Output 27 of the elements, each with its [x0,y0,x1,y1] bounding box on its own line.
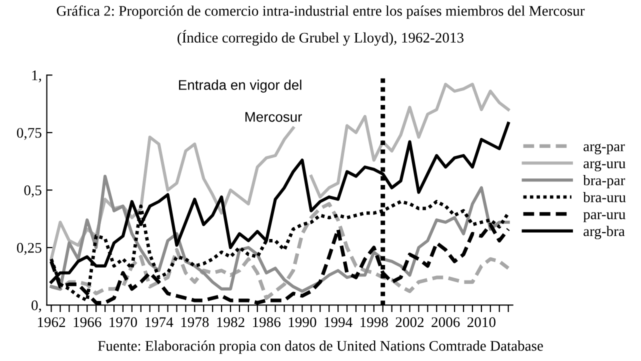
y-tick-label: 1, [32,70,42,82]
text: Entrada en vigor del Mercosur [179,80,302,122]
x-tick-label: 1998 [360,317,388,328]
source-note: Fuente: Elaboración propia con datos de United Nations Comtrade Database [98,340,543,354]
chart-title: Gráfica 2: Proporción de comercio intra-industrial entre los países miembros del Mercosur (Índice corregido de Grubel y Lloyd), 1962-2013 [56,5,585,46]
x-tick-label: 2006 [432,317,460,328]
y-tick-label: 0, [32,300,42,312]
x-tick-label: 1962 [38,317,66,328]
x-tick-label: 1970 [110,317,137,328]
x-tick-label: 1990 [288,317,316,328]
legend-label: par-uru [583,212,626,222]
x-tick-label: 1974 [146,317,174,328]
x-tick-label: 1966 [74,317,102,328]
x-tick-label: 1986 [253,317,280,328]
legend-label: bra-par [583,175,626,188]
x-tick-label: 2002 [396,317,424,328]
y-tick-label: 0,75 [16,128,42,140]
x-tick-label: 2010 [467,317,496,328]
legend-label: arg-uru [584,160,626,172]
y-tick-label: 0,25 [16,242,42,255]
y-tick-label: 0,5 [24,185,42,198]
x-tick-label: 1994 [324,317,352,328]
x-tick-label: 1982 [217,317,244,328]
legend-label: arg-bra [584,226,625,240]
x-tick-label: 1978 [181,317,209,328]
legend-label: bra-uru [583,192,626,202]
legend-label: arg-par [584,144,625,154]
